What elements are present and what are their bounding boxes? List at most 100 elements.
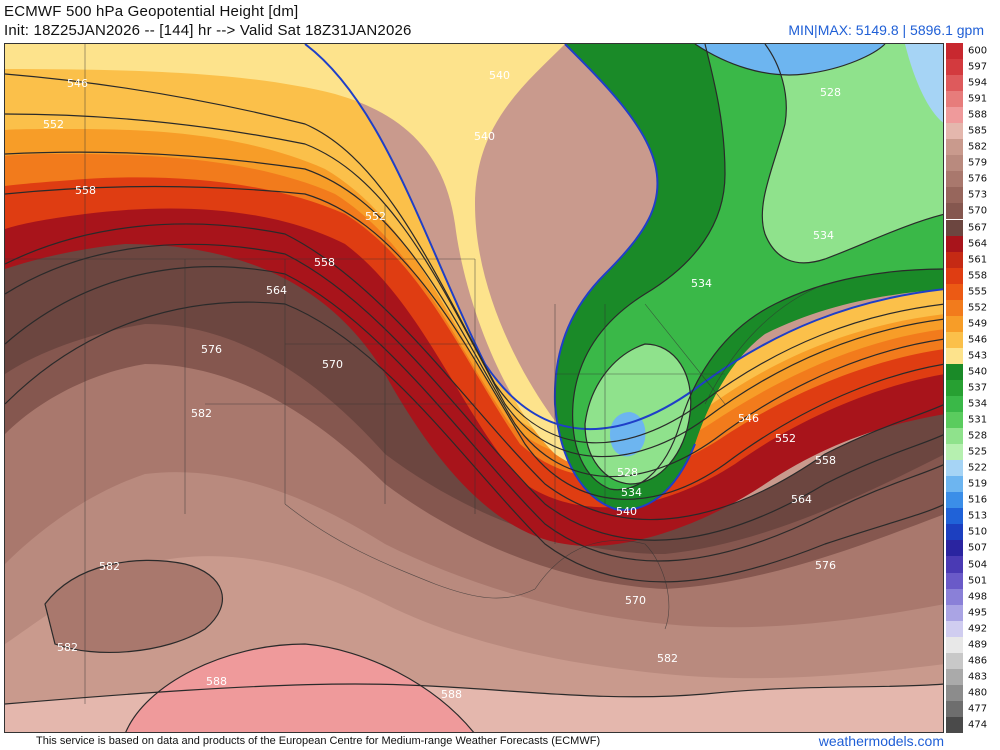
legend-swatch [946, 700, 963, 717]
contour-label: 558 [75, 184, 96, 197]
legend-entry: 558 [946, 267, 1000, 284]
legend-label: 516 [968, 494, 988, 506]
legend-label: 549 [968, 318, 988, 330]
legend-entry: 495 [946, 604, 1000, 621]
legend-swatch [946, 556, 963, 573]
legend-label: 591 [968, 93, 988, 105]
credit-text: This service is based on data and produc… [36, 735, 601, 747]
contour-label: 534 [813, 229, 834, 242]
map-subtitle: Init: 18Z25JAN2026 -- [144] hr --> Valid… [4, 22, 412, 39]
footer: This service is based on data and produc… [0, 733, 1000, 750]
contour-label: 558 [815, 454, 836, 467]
legend-swatch [946, 283, 963, 300]
legend-label: 507 [968, 542, 988, 554]
legend-label: 504 [968, 559, 988, 570]
legend-label: 501 [968, 575, 988, 587]
legend-entry: 504 [946, 556, 1000, 573]
legend-swatch [946, 668, 963, 685]
legend-label: 498 [968, 591, 988, 603]
legend-swatch [946, 331, 963, 348]
legend-entry: 543 [946, 347, 1000, 364]
height-map: 546 552 558 564 576 570 582 582 582 588 … [4, 43, 944, 733]
legend-swatch [946, 396, 963, 413]
contour-label: 588 [206, 675, 227, 688]
legend-entry: 525 [946, 444, 1000, 461]
contour-label: 576 [201, 343, 222, 356]
legend-label: 588 [968, 109, 988, 121]
legend-entry: 501 [946, 572, 1000, 589]
map-canvas [5, 44, 943, 732]
legend-entry: 591 [946, 91, 1000, 108]
legend-label: 594 [968, 77, 988, 89]
legend-swatch [946, 123, 963, 140]
legend-label: 600 [968, 45, 988, 57]
legend-label: 543 [968, 350, 988, 362]
fill-567 [5, 224, 943, 554]
legend-swatch [946, 363, 963, 380]
legend-swatch [946, 107, 963, 124]
legend-label: 510 [968, 526, 988, 538]
legend-swatch [946, 444, 963, 461]
legend-label: 573 [968, 189, 988, 201]
legend-swatch [946, 428, 963, 445]
contour-label: 534 [621, 486, 642, 499]
legend-label: 564 [968, 238, 988, 250]
legend-label: 534 [968, 398, 988, 410]
legend-label: 525 [968, 446, 988, 458]
contour-label: 582 [57, 641, 78, 654]
fill-528-ne [762, 44, 943, 263]
legend-entry: 561 [946, 251, 1000, 268]
legend-entry: 483 [946, 668, 1000, 685]
min-max-readout: MIN|MAX: 5149.8 | 5896.1 gpm [788, 22, 984, 38]
legend-swatch [946, 379, 963, 396]
fill-525-ne [905, 44, 943, 123]
legend-label: 528 [968, 430, 988, 442]
legend-swatch [946, 219, 963, 236]
legend-entry: 507 [946, 540, 1000, 557]
legend-label: 555 [968, 286, 988, 298]
legend-entry: 474 [946, 716, 1000, 733]
legend-swatch [946, 412, 963, 429]
legend-label: 486 [968, 655, 988, 667]
legend-label: 540 [968, 366, 988, 378]
legend-swatch [946, 572, 963, 589]
contour-label: 570 [322, 358, 343, 371]
legend-swatch [946, 492, 963, 509]
contour-label: 564 [266, 284, 287, 297]
contour-label: 588 [441, 688, 462, 701]
site-link[interactable]: weathermodels.com [818, 733, 944, 749]
legend-swatch [946, 716, 963, 733]
contour-label: 552 [775, 432, 796, 445]
legend-swatch [946, 652, 963, 669]
legend-swatch [946, 347, 963, 364]
legend-swatch [946, 251, 963, 268]
legend-swatch [946, 476, 963, 493]
legend-entry: 516 [946, 492, 1000, 509]
legend-entry: 573 [946, 187, 1000, 204]
legend-entry: 486 [946, 652, 1000, 669]
legend-entry: 537 [946, 379, 1000, 396]
contour-lines [5, 44, 943, 732]
contour-label: 540 [489, 69, 510, 82]
legend-swatch [946, 59, 963, 76]
legend-entry: 588 [946, 107, 1000, 124]
legend-entry: 582 [946, 139, 1000, 156]
legend-entry: 546 [946, 331, 1000, 348]
legend-swatch [946, 508, 963, 525]
contour-label-layer: 546 552 558 564 576 570 582 582 582 588 … [43, 69, 841, 701]
legend-swatch [946, 540, 963, 557]
legend-swatch [946, 460, 963, 477]
legend-entry: 522 [946, 460, 1000, 477]
legend-entry: 519 [946, 476, 1000, 493]
legend-label: 519 [968, 478, 988, 490]
legend-entry: 480 [946, 684, 1000, 701]
contour-label: 528 [617, 466, 638, 479]
contour-label: 552 [43, 118, 64, 131]
legend-swatch [946, 203, 963, 220]
legend-label: 576 [968, 173, 988, 185]
legend-entry: 552 [946, 299, 1000, 316]
contour-label: 582 [657, 652, 678, 665]
contour-label: 558 [314, 256, 335, 269]
legend-entry: 540 [946, 363, 1000, 380]
map-title: ECMWF 500 hPa Geopotential Height [dm] [4, 3, 299, 20]
